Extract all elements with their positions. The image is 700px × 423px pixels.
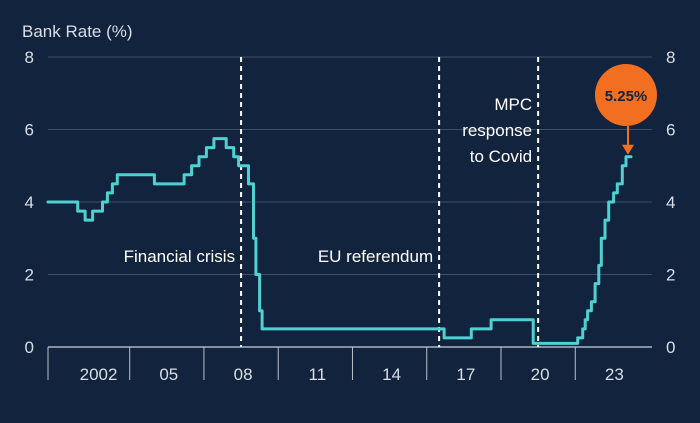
x-tick-label: 17 <box>456 365 475 384</box>
x-tick-label: 11 <box>309 365 327 384</box>
event-label: to Covid <box>470 147 532 166</box>
event-label: Financial crisis <box>124 247 235 266</box>
x-tick-label: 05 <box>159 365 178 384</box>
y-ticks-left: 0 2 4 6 8 <box>25 48 34 357</box>
callout-bubble <box>595 64 657 126</box>
y-tick-label-right: 4 <box>666 193 675 212</box>
event-label: response <box>462 121 532 140</box>
event-label: EU referendum <box>318 247 433 266</box>
x-tick-label: 08 <box>234 365 253 384</box>
x-tick-label: 2002 <box>80 365 118 384</box>
x-tick-label: 23 <box>605 365 624 384</box>
y-ticks-right: 0 2 4 6 8 <box>666 48 675 357</box>
y-tick-label-left: 2 <box>25 266 34 285</box>
y-tick-label-right: 8 <box>666 48 675 67</box>
callout-arrowhead <box>622 144 635 155</box>
y-tick-label-right: 2 <box>666 266 675 285</box>
rate-series-line <box>46 137 633 345</box>
callout-label: 5.25% <box>605 88 648 105</box>
y-tick-label-right: 0 <box>666 338 675 357</box>
y-tick-label-left: 8 <box>25 48 34 67</box>
y-tick-label-right: 6 <box>666 121 675 140</box>
event-markers: Financial crisis EU referendum MPC response… <box>124 57 540 347</box>
y-tick-label-left: 6 <box>25 121 34 140</box>
event-label: MPC <box>494 95 532 114</box>
y-tick-label-left: 0 <box>25 338 34 357</box>
y-tick-label-left: 4 <box>25 193 34 212</box>
x-axis: 2002 05 08 11 14 17 20 23 <box>47 346 652 384</box>
x-tick-label: 20 <box>531 365 550 384</box>
gridlines <box>48 56 652 275</box>
rate-callout: 5.25% <box>595 64 657 155</box>
y-axis-title: Bank Rate (%) <box>22 22 133 41</box>
series-layer <box>46 137 633 345</box>
x-tick-label: 14 <box>382 365 401 384</box>
